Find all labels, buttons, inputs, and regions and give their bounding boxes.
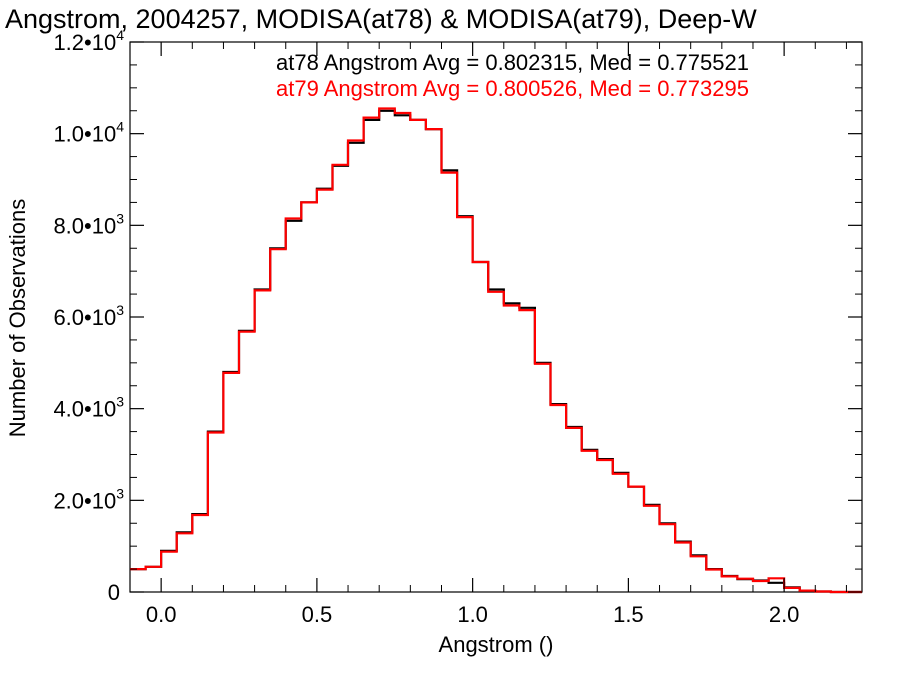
y-tick-label: 8.0•103 bbox=[53, 210, 124, 238]
y-tick-label: 2.0•103 bbox=[53, 485, 124, 513]
x-tick-label: 0.5 bbox=[302, 602, 333, 627]
y-tick-label: 4.0•103 bbox=[53, 394, 124, 422]
x-tick-label: 1.0 bbox=[457, 602, 488, 627]
y-tick-label: 6.0•103 bbox=[53, 302, 124, 330]
series-at79-line bbox=[130, 107, 862, 594]
x-tick-label: 0.0 bbox=[146, 602, 177, 627]
plot-area-frame bbox=[129, 41, 863, 593]
stats-annotation-at78: at78 Angstrom Avg = 0.802315, Med = 0.77… bbox=[276, 50, 749, 75]
y-tick-label: 1.0•104 bbox=[53, 119, 124, 147]
y-axis-label: Number of Observations bbox=[5, 199, 30, 437]
x-axis-label: Angstrom () bbox=[439, 632, 554, 657]
x-tick-label: 2.0 bbox=[769, 602, 800, 627]
y-tick-label: 0 bbox=[108, 580, 120, 605]
x-tick-label: 1.5 bbox=[613, 602, 644, 627]
y-tick-label: 1.2•104 bbox=[53, 27, 124, 55]
chart-title: Angstrom, 2004257, MODISA(at78) & MODISA… bbox=[5, 4, 757, 34]
stats-annotation-at79: at79 Angstrom Avg = 0.800526, Med = 0.77… bbox=[276, 76, 749, 101]
